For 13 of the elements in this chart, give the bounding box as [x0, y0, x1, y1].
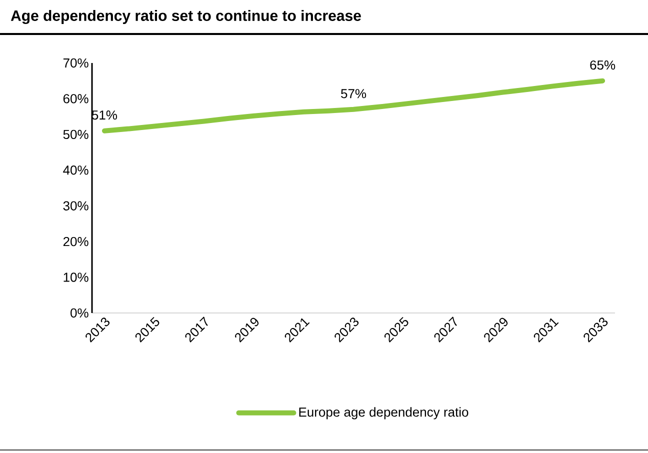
data-label: 57%: [341, 89, 366, 98]
y-tick-label: 10%: [64, 272, 88, 282]
y-tick-label: 70%: [63, 58, 88, 68]
data-label: 51%: [92, 110, 117, 120]
y-tick-label: 20%: [63, 236, 88, 246]
y-tick-label: 60%: [63, 94, 88, 104]
data-label: 65%: [590, 60, 616, 70]
y-tick-label: 0%: [70, 308, 88, 318]
y-tick-label: 40%: [63, 166, 88, 175]
legend-label: Europe age dependency ratio: [299, 407, 468, 420]
y-tick-label: 30%: [63, 201, 88, 210]
y-tick-label: 50%: [63, 130, 88, 140]
chart-title: Age dependency ratio set to continue to increase: [10, 10, 361, 24]
